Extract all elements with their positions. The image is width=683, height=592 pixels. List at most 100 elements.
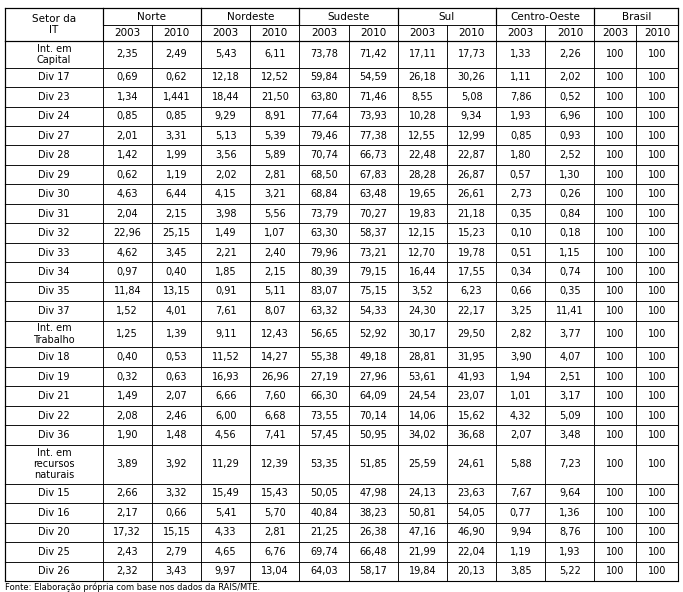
Text: 5,88: 5,88 [510, 459, 531, 469]
Text: 19,83: 19,83 [408, 208, 436, 218]
Text: 2010: 2010 [262, 28, 288, 38]
Text: 12,43: 12,43 [261, 329, 289, 339]
Text: 2,02: 2,02 [559, 72, 581, 82]
Text: 58,37: 58,37 [359, 228, 387, 238]
Text: 47,98: 47,98 [359, 488, 387, 498]
Text: 2,66: 2,66 [117, 488, 138, 498]
Text: 2,15: 2,15 [264, 267, 285, 277]
Text: 0,62: 0,62 [166, 72, 187, 82]
Text: 66,48: 66,48 [359, 547, 387, 557]
Text: 3,56: 3,56 [215, 150, 236, 160]
Text: 14,06: 14,06 [408, 410, 436, 420]
Text: 8,91: 8,91 [264, 111, 285, 121]
Text: 100: 100 [606, 189, 624, 199]
Text: 5,13: 5,13 [215, 131, 236, 141]
Text: 0,97: 0,97 [117, 267, 138, 277]
Text: 3,77: 3,77 [559, 329, 581, 339]
Text: 15,49: 15,49 [212, 488, 240, 498]
Text: 49,18: 49,18 [359, 352, 387, 362]
Text: 15,23: 15,23 [458, 228, 486, 238]
Text: 2003: 2003 [409, 28, 436, 38]
Text: 3,48: 3,48 [559, 430, 581, 440]
Text: 21,18: 21,18 [458, 208, 486, 218]
Text: 0,74: 0,74 [559, 267, 581, 277]
Text: 70,74: 70,74 [310, 150, 338, 160]
Text: 2,21: 2,21 [214, 247, 236, 258]
Text: 100: 100 [606, 488, 624, 498]
Text: 27,96: 27,96 [359, 372, 387, 382]
Text: 7,41: 7,41 [264, 430, 285, 440]
Text: 53,35: 53,35 [310, 459, 338, 469]
Text: 6,44: 6,44 [166, 189, 187, 199]
Text: 100: 100 [648, 111, 667, 121]
Text: 8,07: 8,07 [264, 306, 285, 316]
Text: Div 20: Div 20 [38, 527, 70, 538]
Text: 12,55: 12,55 [408, 131, 436, 141]
Text: 5,22: 5,22 [559, 567, 581, 576]
Text: 2,15: 2,15 [165, 208, 187, 218]
Text: 100: 100 [648, 547, 667, 557]
Text: 0,93: 0,93 [559, 131, 581, 141]
Text: 1,19: 1,19 [510, 547, 531, 557]
Text: 7,67: 7,67 [510, 488, 531, 498]
Text: 0,32: 0,32 [117, 372, 138, 382]
Text: 2,81: 2,81 [264, 527, 285, 538]
Text: 55,38: 55,38 [310, 352, 338, 362]
Text: Div 29: Div 29 [38, 170, 70, 179]
Text: 19,65: 19,65 [408, 189, 436, 199]
Text: 1,99: 1,99 [166, 150, 187, 160]
Text: 3,45: 3,45 [166, 247, 187, 258]
Text: 2,82: 2,82 [510, 329, 531, 339]
Text: 0,66: 0,66 [510, 287, 531, 297]
Text: 2,40: 2,40 [264, 247, 285, 258]
Text: 100: 100 [648, 247, 667, 258]
Text: 79,46: 79,46 [310, 131, 338, 141]
Text: 100: 100 [648, 567, 667, 576]
Text: 100: 100 [606, 306, 624, 316]
Text: Div 36: Div 36 [38, 430, 70, 440]
Text: 2010: 2010 [644, 28, 670, 38]
Text: 57,45: 57,45 [310, 430, 338, 440]
Text: 21,25: 21,25 [310, 527, 338, 538]
Text: 25,59: 25,59 [408, 459, 436, 469]
Text: 100: 100 [648, 508, 667, 518]
Text: 8,55: 8,55 [411, 92, 433, 102]
Text: 100: 100 [648, 488, 667, 498]
Text: 0,62: 0,62 [117, 170, 138, 179]
Text: 100: 100 [648, 150, 667, 160]
Text: 20,13: 20,13 [458, 567, 486, 576]
Text: Centro-Oeste: Centro-Oeste [510, 11, 581, 21]
Text: 69,74: 69,74 [310, 547, 338, 557]
Text: 2003: 2003 [212, 28, 239, 38]
Text: 4,56: 4,56 [215, 430, 236, 440]
Text: 100: 100 [648, 208, 667, 218]
Text: 0,18: 0,18 [559, 228, 581, 238]
Text: 1,39: 1,39 [166, 329, 187, 339]
Text: 12,18: 12,18 [212, 72, 240, 82]
Text: Int. em
recursos
naturais: Int. em recursos naturais [33, 448, 74, 481]
Text: 100: 100 [648, 391, 667, 401]
Text: 50,81: 50,81 [408, 508, 436, 518]
Text: 2010: 2010 [360, 28, 387, 38]
Text: 100: 100 [606, 459, 624, 469]
Text: 4,15: 4,15 [215, 189, 236, 199]
Text: 19,84: 19,84 [408, 567, 436, 576]
Text: 2010: 2010 [163, 28, 190, 38]
Text: 22,04: 22,04 [458, 547, 486, 557]
Text: 18,44: 18,44 [212, 92, 240, 102]
Text: 6,96: 6,96 [559, 111, 581, 121]
Text: Int. em
Trabalho: Int. em Trabalho [33, 323, 74, 345]
Text: 100: 100 [606, 72, 624, 82]
Text: 26,96: 26,96 [261, 372, 289, 382]
Text: 2,02: 2,02 [214, 170, 236, 179]
Text: Div 34: Div 34 [38, 267, 70, 277]
Text: 100: 100 [648, 92, 667, 102]
Text: 100: 100 [606, 92, 624, 102]
Text: 51,85: 51,85 [359, 459, 387, 469]
Text: 40,84: 40,84 [310, 508, 338, 518]
Text: 0,51: 0,51 [510, 247, 531, 258]
Text: 70,27: 70,27 [359, 208, 387, 218]
Text: 2,35: 2,35 [116, 49, 138, 59]
Text: 73,55: 73,55 [310, 410, 338, 420]
Text: 9,34: 9,34 [461, 111, 482, 121]
